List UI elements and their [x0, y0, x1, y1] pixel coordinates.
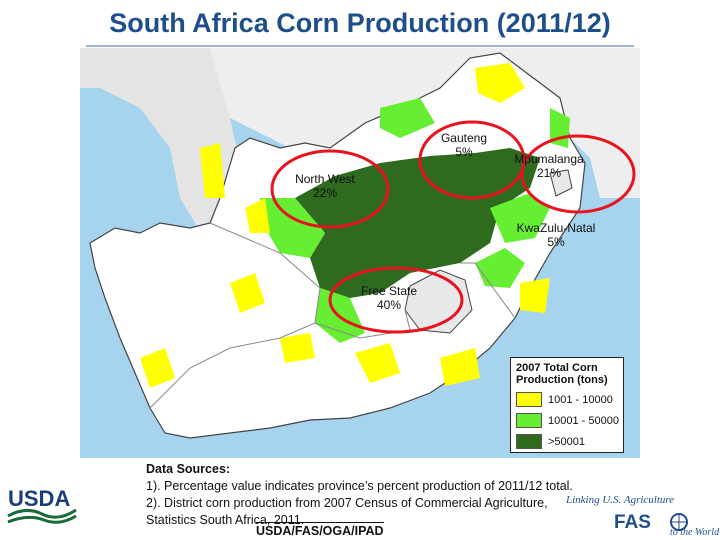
sources-heading: Data Sources:	[146, 462, 231, 476]
mid-patch-limpopo	[380, 98, 435, 138]
legend-label-high: >50001	[548, 435, 586, 448]
fas-world-text: to the World	[670, 527, 720, 538]
province-percent: 5%	[547, 235, 565, 249]
highlight-free-state	[328, 266, 464, 334]
province-name: North West	[295, 172, 355, 186]
mid-patch-kzn	[475, 248, 525, 288]
legend-swatch-low	[516, 392, 542, 407]
globe-icon	[670, 513, 688, 531]
legend-title-line2: Production (tons)	[516, 374, 608, 386]
low-patch-karoo	[280, 333, 315, 363]
usda-logo-mark: USDA	[7, 486, 77, 524]
province-boundary-south	[314, 309, 411, 339]
highlight-north-west	[270, 149, 390, 229]
sources-line-1: 1). Percentage value indicates province’…	[146, 479, 573, 493]
legend-item-high: >50001	[516, 431, 623, 452]
usda-logo-text: USDA	[8, 486, 70, 511]
corn-production-map	[80, 48, 640, 458]
data-sources: Data Sources: 1). Percentage value indic…	[146, 461, 666, 529]
province-percent: 5%	[455, 145, 473, 159]
low-patch-transkei	[440, 348, 480, 386]
province-percent: 21%	[536, 166, 562, 180]
legend-item-mid: 10001 - 50000	[516, 410, 623, 431]
legend-title-line1: 2007 Total Corn	[516, 362, 598, 374]
high-production-belt	[295, 148, 540, 298]
low-patch-easterncape	[355, 343, 400, 383]
low-patch-kzn	[520, 278, 550, 313]
highlight-gauteng	[418, 120, 526, 200]
province-boundary-west	[149, 222, 321, 409]
province-name: KwaZulu-Natal	[516, 221, 596, 235]
low-patch-centre	[230, 273, 265, 313]
map-legend: 2007 Total Corn Production (tons) 1001 -…	[510, 357, 624, 453]
legend-label-mid: 10001 - 50000	[548, 414, 619, 427]
footer-org: USDA/FAS/OGA/IPAD	[256, 522, 384, 538]
low-patch-westerncape	[140, 348, 175, 388]
province-percent: 40%	[376, 298, 402, 312]
province-boundary-east	[460, 262, 516, 319]
mid-patch-northwest	[260, 198, 325, 258]
namibia-region	[80, 48, 250, 258]
province-label-gauteng: Gauteng 5%	[424, 131, 504, 159]
province-percent: 22%	[312, 186, 338, 200]
legend-label-low: 1001 - 10000	[548, 393, 613, 406]
province-name: Gauteng	[440, 131, 488, 145]
low-patch-west	[200, 143, 225, 198]
legend-swatch-mid	[516, 413, 542, 428]
page-title: South Africa Corn Production (2011/12)	[109, 8, 611, 38]
province-label-free-state: Free State 40%	[344, 284, 434, 312]
province-name: Mpumalanga	[514, 152, 584, 166]
province-label-kwazulu-natal: KwaZulu-Natal 5%	[506, 221, 606, 249]
map-canvas	[80, 48, 640, 458]
usda-logo: USDA	[6, 486, 78, 531]
province-name: Free State	[360, 284, 418, 298]
legend-swatch-high	[516, 434, 542, 449]
low-patch-limpopo	[475, 63, 525, 103]
sources-line-3: Statistics South Africa, 2011.	[146, 513, 305, 527]
province-label-north-west: North West 22%	[280, 172, 370, 200]
legend-item-low: 1001 - 10000	[516, 389, 623, 410]
mid-patch-mpumalanga	[490, 193, 550, 243]
title-divider	[86, 45, 634, 47]
fas-tagline: Linking U.S. Agriculture	[566, 494, 675, 506]
highlight-mpumalanga	[520, 134, 636, 214]
sources-line-2: 2). District corn production from 2007 C…	[146, 496, 548, 510]
fas-logo-text: FAS	[614, 512, 651, 533]
province-label-mpumalanga: Mpumalanga 21%	[504, 152, 594, 180]
swaziland	[549, 169, 573, 197]
low-patch-northwest	[245, 198, 270, 233]
legend-title: 2007 Total Corn Production (tons)	[516, 362, 623, 386]
